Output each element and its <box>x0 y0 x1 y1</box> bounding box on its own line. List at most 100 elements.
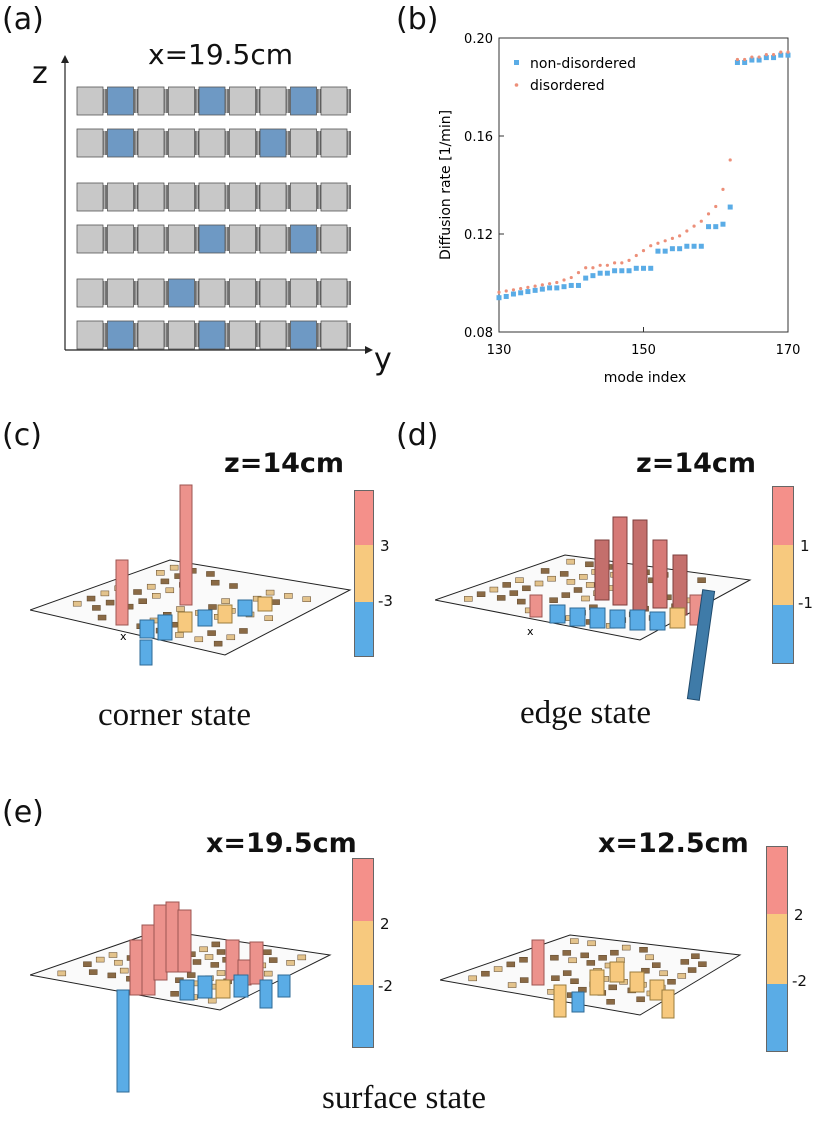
bar-positive <box>672 554 688 616</box>
data-point-non-disordered <box>655 248 661 254</box>
metamaterial-block <box>259 278 287 308</box>
colorbar-d-tick-neg: -1 <box>798 594 813 612</box>
floor-tile <box>687 967 697 973</box>
metamaterial-block <box>107 320 134 350</box>
data-point-disordered <box>678 234 682 238</box>
metamaterial-block <box>259 182 287 212</box>
floor-tile <box>88 969 98 975</box>
floor-tile <box>268 957 278 963</box>
data-point-disordered <box>743 57 747 62</box>
metamaterial-block <box>320 320 348 350</box>
metamaterial-block <box>168 320 195 350</box>
data-point-disordered <box>670 236 674 240</box>
floor-tile <box>107 972 117 979</box>
bar-mid <box>589 969 605 996</box>
floor-tile <box>578 986 587 993</box>
data-point-disordered <box>540 283 544 287</box>
colorbar-negative <box>353 984 373 1047</box>
floor-tile <box>160 578 170 585</box>
data-point-disordered <box>735 57 740 62</box>
data-point-disordered <box>547 282 552 286</box>
data-point-non-disordered <box>734 60 740 65</box>
bar-mid <box>609 961 625 983</box>
bar-positive <box>177 909 192 973</box>
panel-c-label: (c) <box>2 418 42 453</box>
floor-tile <box>519 977 529 983</box>
floor-tile <box>114 959 123 966</box>
metamaterial-block <box>198 128 226 158</box>
data-point-disordered <box>714 204 718 209</box>
y-tick-label: 0.16 <box>464 130 493 145</box>
floor-tile <box>229 583 238 589</box>
axis-mark: x <box>527 625 534 638</box>
legend-marker-non-disordered <box>514 60 519 65</box>
metamaterial-block <box>198 320 226 350</box>
colorbar-c <box>354 490 374 657</box>
bar-mid <box>669 607 686 629</box>
corner-state-bar-plot: x <box>30 484 352 666</box>
data-point-disordered <box>656 241 660 245</box>
legend-marker-disordered <box>514 83 519 87</box>
floor-tile <box>598 955 607 961</box>
floor-tile <box>697 577 706 583</box>
axis-mark: x <box>120 630 127 643</box>
data-point-non-disordered <box>510 291 516 297</box>
floor-tile <box>570 938 579 944</box>
floor-tile <box>284 593 293 599</box>
floor-tile <box>156 570 165 576</box>
data-point-disordered <box>533 284 537 288</box>
edge-state-bar-plot: x <box>435 516 752 701</box>
bar-negative <box>589 607 606 629</box>
colorbar-positive <box>353 859 373 922</box>
floor-tile <box>559 571 569 577</box>
floor-tile <box>515 577 524 583</box>
diffusion-rate-chart: 0.08 0.12 0.16 0.20 130 150 170 mode index Di… <box>438 32 800 386</box>
floor-tile <box>226 634 236 641</box>
floor-tile <box>138 598 147 604</box>
metamaterial-block <box>168 224 195 254</box>
y-axis-arrow <box>365 346 373 354</box>
panel-e-caption: surface state <box>322 1080 486 1116</box>
data-point-non-disordered <box>496 295 502 301</box>
floor-tile <box>464 596 473 602</box>
data-point-disordered <box>497 290 501 294</box>
panel-e-title-left: x=19.5cm <box>206 828 357 859</box>
metamaterial-block <box>76 128 104 158</box>
metamaterial-block <box>168 86 195 116</box>
metamaterial-block <box>320 278 348 308</box>
data-point-non-disordered <box>554 285 560 291</box>
data-point-disordered <box>576 271 581 275</box>
metamaterial-block <box>198 278 226 308</box>
bar-negative <box>277 974 291 998</box>
panel-a-label: (a) <box>2 2 44 37</box>
floor-tile <box>639 947 648 953</box>
metamaterial-block <box>76 86 104 116</box>
panel-b-label: (b) <box>396 2 439 37</box>
panel-d-caption: edge state <box>520 695 652 731</box>
floor-tile <box>192 959 202 965</box>
bar-mid <box>553 984 567 1018</box>
metamaterial-block <box>229 224 256 254</box>
metamaterial-block <box>290 278 317 308</box>
metamaterial-block <box>107 278 134 308</box>
floor-tile <box>502 582 511 588</box>
floor-tile <box>540 568 550 574</box>
metamaterial-block <box>137 224 165 254</box>
metamaterial-block <box>198 86 226 116</box>
data-point-non-disordered <box>785 52 791 58</box>
legend-label-non-disordered: non-disordered <box>530 56 636 72</box>
floor-tile <box>562 950 572 956</box>
metamaterial-block <box>198 224 226 254</box>
data-point-non-disordered <box>583 275 589 281</box>
metamaterial-block <box>229 278 256 308</box>
bar-negative <box>197 609 213 627</box>
bar-negative <box>237 599 253 617</box>
metamaterial-block <box>259 320 287 350</box>
floor-tile <box>507 982 517 988</box>
floor-tile <box>108 952 118 958</box>
floor-tile <box>517 598 526 605</box>
metamaterial-block <box>290 320 317 350</box>
data-point-disordered <box>728 158 732 162</box>
bar-negative <box>571 991 585 1013</box>
floor-tile <box>568 957 577 964</box>
